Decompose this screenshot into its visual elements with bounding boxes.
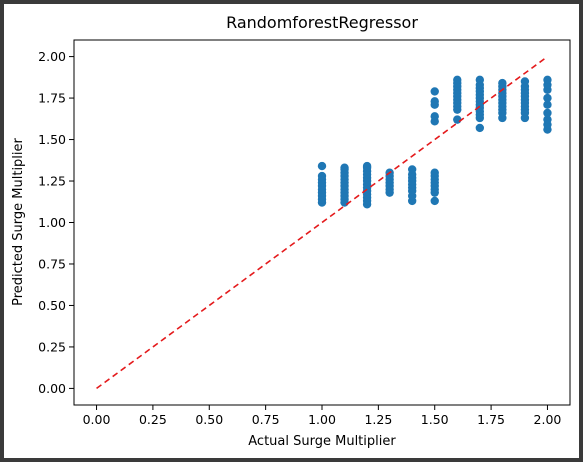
x-axis-label: Actual Surge Multiplier xyxy=(248,434,396,449)
data-point xyxy=(453,115,462,124)
y-tick-label: 1.75 xyxy=(38,91,66,106)
data-point xyxy=(543,75,552,85)
x-tick-label: 1.00 xyxy=(308,412,336,427)
y-tick-label: 1.25 xyxy=(38,174,66,189)
y-tick-label: 2.00 xyxy=(38,49,66,64)
reference-line xyxy=(96,55,548,390)
data-point xyxy=(543,108,552,118)
y-tick-label: 1.00 xyxy=(38,215,66,230)
x-tick-label: 1.50 xyxy=(421,412,449,427)
chart-title: RandomforestRegressor xyxy=(226,13,418,32)
y-tick-label: 0.75 xyxy=(38,256,66,271)
data-point xyxy=(430,97,439,106)
x-tick-label: 2.00 xyxy=(534,412,562,427)
x-tick-label: 0.50 xyxy=(195,412,223,427)
data-point xyxy=(430,87,439,96)
scatter-chart: RandomforestRegressor 0.00 0.25 0.50 0.75 1.… xyxy=(4,4,579,458)
x-tick-label: 1.75 xyxy=(477,412,505,427)
x-tick-label: 0.75 xyxy=(252,412,280,427)
data-point xyxy=(475,75,485,85)
plot-area xyxy=(96,55,552,390)
data-point xyxy=(430,168,439,177)
data-point xyxy=(317,161,327,171)
data-point xyxy=(543,93,552,103)
data-point xyxy=(362,161,372,171)
x-tick-label: 0.25 xyxy=(139,412,167,427)
data-point xyxy=(317,171,327,181)
y-tick-label: 1.50 xyxy=(38,132,66,147)
x-tick-label: 1.25 xyxy=(364,412,392,427)
data-point xyxy=(543,115,552,124)
figure-background xyxy=(4,4,579,458)
data-point xyxy=(430,112,439,121)
data-point xyxy=(520,77,530,86)
y-axis-label: Predicted Surge Multiplier xyxy=(11,137,26,305)
y-tick-label: 0.25 xyxy=(38,339,66,354)
x-tick-label: 0.00 xyxy=(83,412,111,427)
data-point xyxy=(407,165,417,174)
data-point xyxy=(543,100,552,109)
chart-container: RandomforestRegressor 0.00 0.25 0.50 0.75 1.… xyxy=(4,4,579,458)
data-point xyxy=(475,123,485,133)
data-point xyxy=(498,78,507,88)
data-point xyxy=(453,75,462,85)
data-point xyxy=(340,163,349,172)
data-point xyxy=(430,196,439,206)
y-tick-label: 0.00 xyxy=(38,381,66,396)
y-tick-label: 0.50 xyxy=(38,298,66,313)
axes: 0.00 0.25 0.50 0.75 1.00 1.25 1.50 1.75 2.00 0.00… xyxy=(38,39,571,427)
